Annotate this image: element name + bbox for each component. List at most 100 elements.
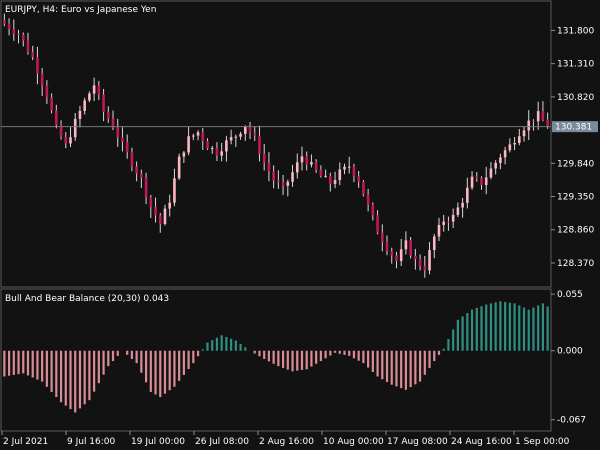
candle-body: [347, 166, 351, 168]
candle-body: [59, 124, 63, 137]
candle: [295, 153, 299, 179]
price-axis-label: 129.840: [557, 159, 594, 169]
candle-body: [517, 136, 521, 143]
candle: [517, 128, 521, 146]
candle-body: [239, 133, 242, 137]
time-axis-label: 9 Jul 16:00: [67, 437, 116, 447]
candle-body: [503, 150, 507, 158]
candle-body: [201, 132, 205, 142]
candle-body: [428, 250, 431, 271]
candle: [385, 235, 389, 256]
candle-body: [319, 169, 323, 176]
candle: [451, 208, 455, 228]
candle-body: [225, 140, 228, 152]
candle: [253, 126, 257, 141]
candle: [527, 110, 531, 141]
candle: [262, 143, 266, 171]
candle-body: [64, 136, 68, 144]
candle-body: [371, 204, 375, 216]
candle: [456, 202, 460, 218]
candle: [116, 118, 120, 147]
candle: [55, 104, 58, 129]
candle-body: [357, 176, 360, 182]
candle-body: [418, 259, 422, 267]
candle-body: [456, 207, 460, 215]
current-price-tag: 130.381: [552, 121, 598, 133]
candle: [522, 126, 526, 142]
candle: [154, 197, 157, 223]
candle-body: [88, 93, 91, 101]
candle: [484, 166, 488, 195]
candle: [508, 138, 512, 153]
candle-body: [3, 20, 6, 24]
candle-body: [168, 202, 172, 209]
candle-body: [182, 152, 186, 157]
candle-body: [215, 148, 219, 156]
candle: [319, 165, 323, 178]
candle-body: [385, 241, 389, 252]
candle-body: [536, 111, 540, 122]
candle-body: [366, 194, 370, 205]
candle-body: [475, 176, 479, 179]
candle-body: [451, 214, 455, 222]
candle: [329, 172, 332, 192]
candle-body: [262, 153, 266, 163]
candle-body: [121, 137, 124, 142]
time-axis: 2 Jul 2021 9 Jul 16:00 19 Jul 00:00 26 Jul …: [1, 431, 570, 447]
candle: [173, 168, 176, 207]
candle: [371, 202, 375, 221]
candle: [442, 214, 446, 232]
candle-body: [177, 156, 181, 179]
candle-body: [163, 208, 167, 224]
candle-body: [281, 182, 285, 186]
indicator-pane[interactable]: Bull And Bear Balance (20,30) 0.043: [0, 288, 552, 432]
candle: [50, 93, 53, 114]
candle: [409, 236, 412, 259]
time-axis-label: 10 Aug 00:00: [323, 437, 384, 447]
candle: [97, 80, 101, 101]
candle: [234, 134, 238, 147]
candle-body: [314, 162, 318, 170]
candle: [64, 132, 68, 149]
candle: [324, 169, 327, 178]
candle-body: [144, 177, 148, 198]
candle-body: [17, 33, 20, 35]
candle: [513, 137, 516, 151]
candle: [92, 77, 96, 102]
candle-body: [206, 141, 209, 149]
candle-body: [116, 127, 120, 138]
candle-body: [546, 119, 549, 127]
candle-body: [380, 232, 384, 242]
candle-body: [508, 144, 512, 151]
candle-body: [291, 172, 294, 182]
price-pane[interactable]: EURJPY, H4: Euro vs Japanese Yen: [0, 0, 552, 288]
time-axis-label: 1 Sep 00:00: [515, 437, 570, 447]
candle: [168, 194, 172, 217]
candle: [83, 97, 86, 115]
candle-body: [258, 135, 261, 154]
candle-body: [442, 221, 446, 225]
price-axis-label: 128.860: [557, 226, 594, 236]
candle: [158, 212, 162, 233]
candle: [390, 247, 394, 264]
candle: [380, 224, 384, 252]
price-axis: 131.800 131.310 130.820 129.840 129.350 128.8…: [551, 26, 594, 269]
candle-body: [248, 126, 252, 133]
candle-body: [423, 266, 427, 271]
candle: [130, 147, 134, 172]
candle: [177, 153, 181, 180]
candle: [192, 133, 195, 141]
time-axis-label: 24 Aug 16:00: [451, 437, 512, 447]
candle: [343, 163, 346, 175]
candle-body: [12, 29, 16, 34]
candle: [352, 163, 356, 183]
candle: [225, 135, 228, 162]
candle: [140, 169, 143, 189]
time-axis-label: 26 Jul 08:00: [195, 437, 249, 447]
candle-body: [432, 236, 436, 251]
candle-body: [376, 215, 379, 233]
indicator-axis: 0.055 0.000 -0.067: [551, 290, 586, 426]
candle: [7, 18, 11, 36]
